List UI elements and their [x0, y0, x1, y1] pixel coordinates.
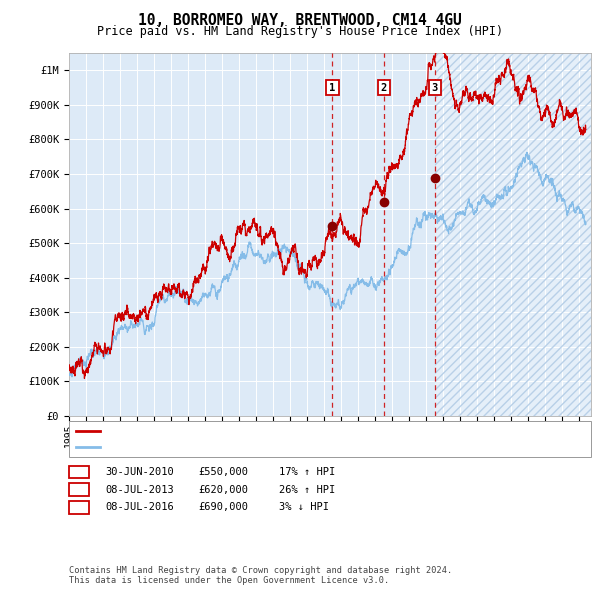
Bar — [435, 53, 591, 416]
Text: 08-JUL-2016: 08-JUL-2016 — [105, 503, 174, 512]
Text: 3: 3 — [76, 503, 82, 512]
Bar — [435, 53, 591, 416]
Text: £550,000: £550,000 — [198, 467, 248, 477]
Text: £620,000: £620,000 — [198, 485, 248, 494]
Text: 3% ↓ HPI: 3% ↓ HPI — [279, 503, 329, 512]
Text: 10, BORROMEO WAY, BRENTWOOD, CM14 4GU (detached house): 10, BORROMEO WAY, BRENTWOOD, CM14 4GU (d… — [103, 426, 440, 436]
Text: 3: 3 — [432, 83, 438, 93]
Text: 2: 2 — [381, 83, 387, 93]
Text: 10, BORROMEO WAY, BRENTWOOD, CM14 4GU: 10, BORROMEO WAY, BRENTWOOD, CM14 4GU — [138, 13, 462, 28]
Text: 08-JUL-2013: 08-JUL-2013 — [105, 485, 174, 494]
Text: Price paid vs. HM Land Registry's House Price Index (HPI): Price paid vs. HM Land Registry's House … — [97, 25, 503, 38]
Text: HPI: Average price, detached house, Brentwood: HPI: Average price, detached house, Bren… — [103, 442, 385, 452]
Text: 1: 1 — [329, 83, 335, 93]
Text: £690,000: £690,000 — [198, 503, 248, 512]
Text: 30-JUN-2010: 30-JUN-2010 — [105, 467, 174, 477]
Text: 1: 1 — [76, 467, 82, 477]
Text: 2: 2 — [76, 485, 82, 494]
Text: Contains HM Land Registry data © Crown copyright and database right 2024.
This d: Contains HM Land Registry data © Crown c… — [69, 566, 452, 585]
Text: 26% ↑ HPI: 26% ↑ HPI — [279, 485, 335, 494]
Text: 17% ↑ HPI: 17% ↑ HPI — [279, 467, 335, 477]
